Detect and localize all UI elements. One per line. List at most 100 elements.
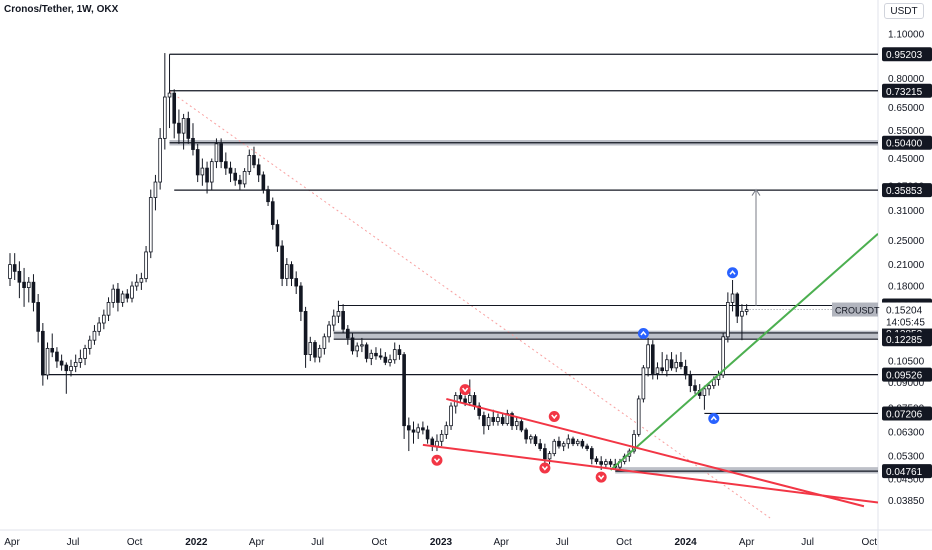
dotted-trendline xyxy=(169,90,771,519)
down-marker-icon xyxy=(595,471,607,483)
candle-down xyxy=(186,118,191,139)
level-label-bg xyxy=(882,367,932,382)
candle-down xyxy=(256,164,261,176)
candle-up xyxy=(655,367,660,374)
symbol-tag-bg xyxy=(832,302,878,317)
candle-up xyxy=(641,367,646,400)
candle-down xyxy=(364,344,369,359)
candle-up xyxy=(552,440,557,455)
candle-up xyxy=(435,440,439,447)
candle-down xyxy=(650,344,655,374)
x-tick-label: Jul xyxy=(67,537,80,548)
candle-down xyxy=(533,436,538,445)
candle-down xyxy=(22,281,26,288)
x-tick-label: Oct xyxy=(862,537,878,548)
candle-up xyxy=(26,281,31,288)
candle-down xyxy=(280,245,284,279)
level-label: 0.04761 xyxy=(886,467,923,478)
candle-up xyxy=(355,345,360,352)
x-tick-label: Jul xyxy=(556,537,569,548)
candle-up xyxy=(78,358,83,363)
candle-down xyxy=(421,427,425,431)
candle-down xyxy=(378,355,383,358)
candle-up xyxy=(167,92,172,98)
candle-up xyxy=(73,361,78,367)
candle-down xyxy=(303,311,308,355)
candle-down xyxy=(313,342,317,358)
candle-up xyxy=(97,322,101,332)
marker-chevron xyxy=(433,458,441,463)
candle-down xyxy=(557,440,561,447)
target-arrow-head xyxy=(751,188,761,196)
candle-down xyxy=(411,429,416,433)
green-support-trendline xyxy=(609,233,878,471)
candle-up xyxy=(707,385,711,390)
marker-chevron xyxy=(729,270,736,275)
y-tick-label: 0.03850 xyxy=(888,496,925,507)
candle-up xyxy=(87,339,92,349)
candle-up xyxy=(336,311,341,317)
marker-chevron xyxy=(598,475,605,480)
marker-chevron xyxy=(710,415,717,421)
candle-up xyxy=(130,285,134,299)
candle-down xyxy=(482,415,486,427)
y-tick-label: 0.55000 xyxy=(888,126,925,137)
y-tick-label: 0.25000 xyxy=(888,236,925,247)
candle-down xyxy=(346,328,350,339)
candle-down xyxy=(735,293,740,317)
candle-up xyxy=(604,461,608,465)
candle-up xyxy=(740,311,744,317)
x-tick-label: Apr xyxy=(249,537,265,548)
up-marker-icon xyxy=(637,327,649,339)
y-tick-label: 0.10500 xyxy=(888,357,925,368)
candle-up xyxy=(163,96,167,139)
candle-down xyxy=(683,366,688,376)
candle-down xyxy=(228,167,233,174)
y-tick-label: 1.10000 xyxy=(888,30,925,41)
candle-down xyxy=(458,395,463,400)
y-tick-label: 0.45000 xyxy=(888,154,925,165)
candle-down xyxy=(608,461,613,465)
candle-up xyxy=(528,436,533,440)
candle-down xyxy=(585,445,589,449)
x-tick-label: Jul xyxy=(311,537,324,548)
x-tick-label: Apr xyxy=(4,537,20,548)
candle-up xyxy=(92,330,97,341)
level-label: 0.50400 xyxy=(886,139,923,150)
candle-down xyxy=(472,395,477,407)
candle-down xyxy=(538,443,542,449)
candle-up xyxy=(449,405,453,427)
candle-down xyxy=(195,149,200,176)
level-label-bg xyxy=(882,83,932,98)
level-label: 0.73215 xyxy=(886,87,923,98)
candle-down xyxy=(688,374,693,387)
candle-down xyxy=(350,337,355,352)
level-label: 0.95203 xyxy=(886,50,923,61)
currency-button[interactable]: USDT xyxy=(884,3,924,19)
candle-up xyxy=(496,417,500,422)
candle-up xyxy=(106,302,111,316)
candle-up xyxy=(8,264,12,279)
marker-chevron xyxy=(551,414,558,420)
candle-up xyxy=(721,336,725,376)
candle-down xyxy=(543,448,547,460)
candle-up xyxy=(646,344,650,369)
candle-up xyxy=(566,438,571,445)
y-tick-label: 0.04500 xyxy=(888,474,925,485)
candle-up xyxy=(200,167,205,176)
candle-up xyxy=(111,288,116,303)
candle-up xyxy=(369,352,374,359)
candle-up xyxy=(158,137,162,183)
x-tick-label: Jul xyxy=(801,537,814,548)
candle-up xyxy=(181,118,186,134)
candle-down xyxy=(669,359,674,369)
candle-up xyxy=(674,361,679,369)
plot-area xyxy=(8,53,878,519)
candle-up xyxy=(69,366,73,372)
candle-down xyxy=(41,330,45,376)
up-marker-icon xyxy=(727,267,739,279)
candle-up xyxy=(486,417,491,427)
candle-up xyxy=(139,278,144,283)
